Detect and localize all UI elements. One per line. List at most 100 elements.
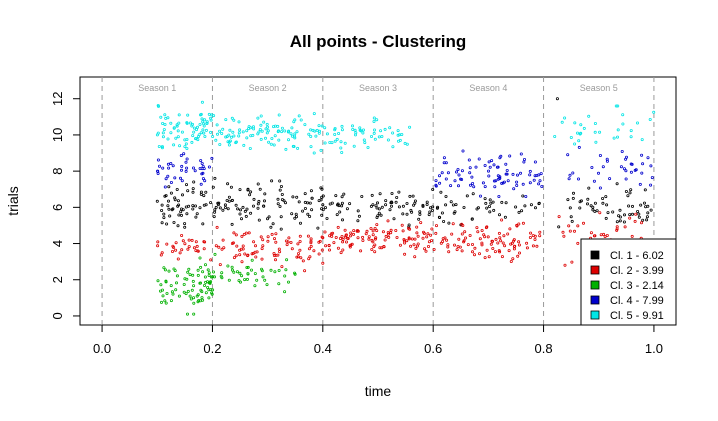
data-point	[413, 255, 417, 259]
data-point	[329, 232, 333, 236]
data-point	[309, 244, 313, 248]
data-point	[350, 124, 354, 128]
data-point	[410, 237, 414, 241]
data-point	[237, 120, 241, 124]
data-point	[235, 244, 239, 248]
data-point	[492, 208, 496, 212]
data-points-group	[155, 97, 656, 316]
legend-swatch-5	[590, 310, 600, 320]
data-point	[280, 130, 284, 134]
x-tick-label-3: 0.6	[424, 341, 442, 356]
season-label-3: Season 3	[359, 83, 397, 93]
data-point	[380, 205, 384, 209]
data-point	[206, 285, 210, 289]
data-point	[295, 255, 299, 259]
data-point	[490, 159, 494, 163]
data-point	[408, 227, 412, 231]
data-point	[386, 219, 390, 223]
data-point	[521, 182, 525, 186]
data-point	[491, 246, 495, 250]
data-point	[193, 204, 197, 208]
data-point	[389, 204, 393, 208]
data-point	[390, 191, 394, 195]
season-label-1: Season 1	[138, 83, 176, 93]
data-point	[211, 134, 215, 138]
data-point	[509, 259, 513, 263]
data-point	[176, 224, 180, 228]
data-point	[427, 213, 431, 217]
data-point	[646, 156, 650, 160]
data-point	[273, 270, 277, 274]
data-point	[481, 181, 485, 185]
data-point	[257, 199, 261, 203]
data-point	[297, 200, 301, 204]
data-point	[628, 213, 632, 217]
data-point	[199, 159, 203, 163]
data-point	[225, 135, 229, 139]
data-point	[283, 201, 287, 205]
data-point	[240, 234, 244, 238]
data-point	[259, 137, 263, 141]
data-point	[567, 177, 571, 181]
data-point	[330, 201, 334, 205]
data-point	[175, 124, 179, 128]
data-point	[232, 256, 236, 260]
data-point	[416, 234, 420, 238]
data-point	[190, 140, 194, 144]
data-point	[371, 233, 375, 237]
data-point	[286, 138, 290, 142]
data-point	[320, 213, 324, 217]
data-point	[571, 171, 575, 175]
data-point	[380, 246, 384, 250]
data-point	[340, 124, 344, 128]
data-point	[500, 200, 504, 204]
data-point	[341, 240, 345, 244]
series-3-points	[156, 252, 297, 316]
data-point	[446, 171, 450, 175]
data-point	[229, 135, 233, 139]
data-point	[160, 146, 164, 150]
data-point	[182, 290, 186, 294]
data-point	[207, 273, 211, 277]
data-point	[167, 185, 171, 189]
data-point	[501, 241, 505, 245]
data-point	[271, 222, 275, 226]
data-point	[190, 288, 194, 292]
data-point	[334, 235, 338, 239]
data-point	[170, 290, 174, 294]
data-point	[384, 199, 388, 203]
series-4-points	[156, 145, 654, 198]
data-point	[475, 226, 479, 230]
data-point	[598, 153, 602, 157]
data-point	[488, 198, 492, 202]
data-point	[193, 137, 197, 141]
data-point	[277, 247, 281, 251]
data-point	[245, 136, 249, 140]
data-point	[431, 187, 435, 191]
data-point	[517, 210, 521, 214]
data-point	[472, 253, 476, 257]
data-point	[403, 141, 407, 145]
data-point	[398, 133, 402, 137]
data-point	[416, 242, 420, 246]
data-point	[283, 274, 287, 278]
data-point	[186, 247, 190, 251]
data-point	[185, 121, 189, 125]
data-point	[180, 193, 184, 197]
data-point	[317, 240, 321, 244]
data-point	[615, 228, 619, 232]
data-point	[534, 206, 538, 210]
data-point	[169, 131, 173, 135]
data-point	[308, 201, 312, 205]
data-point	[243, 252, 247, 256]
data-point	[445, 238, 449, 242]
data-point	[303, 192, 307, 196]
data-point	[238, 128, 242, 132]
data-point	[529, 203, 533, 207]
data-point	[321, 194, 325, 198]
data-point	[468, 233, 472, 237]
data-point	[518, 251, 522, 255]
data-point	[191, 187, 195, 191]
data-point	[248, 146, 252, 150]
data-point	[451, 222, 455, 226]
